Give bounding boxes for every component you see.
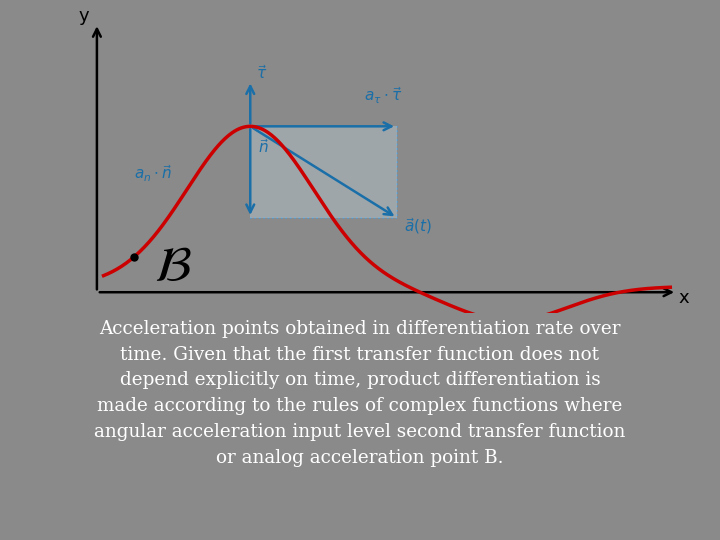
- Text: $a_{\tau}\cdot\vec{\tau}$: $a_{\tau}\cdot\vec{\tau}$: [364, 85, 402, 106]
- Text: $\vec{a}(t)$: $\vec{a}(t)$: [404, 216, 431, 235]
- Text: $a_n\cdot\vec{n}$: $a_n\cdot\vec{n}$: [134, 164, 172, 185]
- Text: $\mathcal{B}$: $\mathcal{B}$: [153, 243, 191, 292]
- Text: y: y: [78, 8, 89, 25]
- FancyBboxPatch shape: [251, 126, 397, 218]
- Text: $\vec{\tau}$: $\vec{\tau}$: [256, 64, 267, 82]
- Text: x: x: [678, 288, 689, 307]
- Text: $\vec{n}$: $\vec{n}$: [258, 138, 269, 156]
- Text: Acceleration points obtained in differentiation rate over
time. Given that the f: Acceleration points obtained in differen…: [94, 320, 626, 467]
